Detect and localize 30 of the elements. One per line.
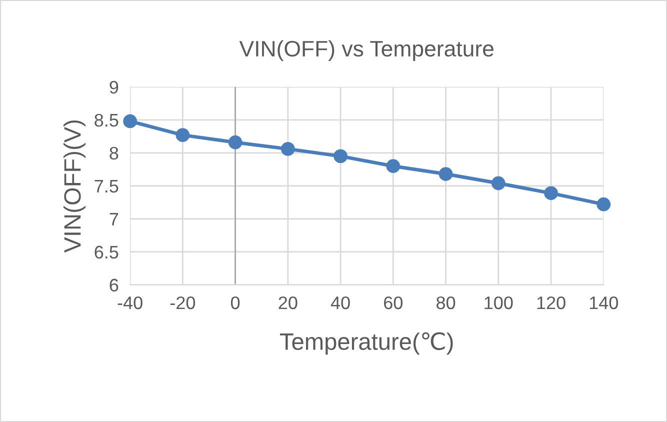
point [123,114,138,128]
y-tick-label: 6 [110,278,118,292]
x-tick-label: 20 [278,296,298,310]
y-tick-label: 9 [110,80,118,94]
point [280,142,295,156]
y-tick-label: 8 [110,146,118,160]
x-tick-label: -20 [170,296,196,310]
point [334,149,348,164]
point [544,186,558,200]
y-tick-label: 6.5 [94,246,118,259]
x-tick-label: 100 [484,296,513,310]
x-tick-label: 0 [230,296,240,310]
y-tick-label: 8.5 [94,114,118,127]
point [438,167,453,181]
y-tick-label: 7 [110,213,118,226]
x-tick-label: 60 [384,296,402,310]
y-tick-label: 7.5 [94,180,118,193]
x-tick-label: 40 [330,296,350,310]
x-axis-title: Temperature(℃) [280,332,453,355]
point [386,159,400,174]
point [491,176,506,190]
chart-title: VIN(OFF) vs Temperature [239,40,494,61]
point [176,128,190,142]
point [228,135,242,150]
x-tick-label: 140 [590,296,618,310]
x-tick-label: 80 [436,296,456,310]
y-axis-title: VIN(OFF)(V) [64,120,86,253]
point [596,197,611,212]
x-tick-label: -40 [118,296,142,310]
x-tick-label: 120 [537,296,566,310]
